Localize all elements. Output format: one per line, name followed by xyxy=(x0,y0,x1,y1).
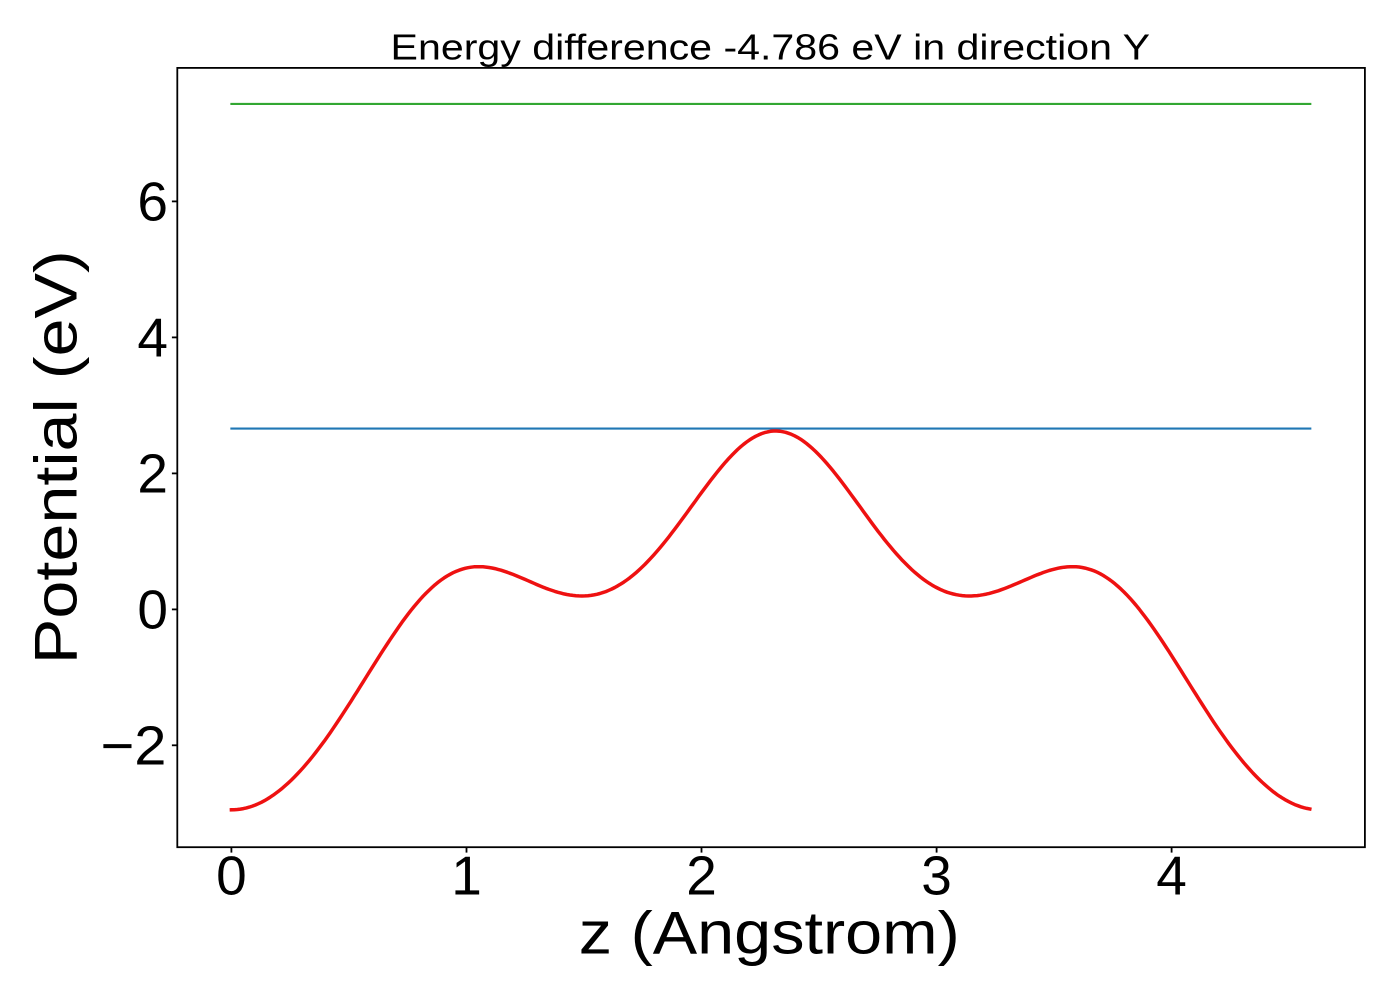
svg-text:4: 4 xyxy=(137,306,168,368)
svg-text:2: 2 xyxy=(137,442,168,504)
svg-text:6: 6 xyxy=(137,170,168,232)
svg-text:−2: −2 xyxy=(101,714,167,776)
svg-text:0: 0 xyxy=(216,845,247,907)
svg-text:0: 0 xyxy=(137,578,168,640)
svg-text:z (Angstrom): z (Angstrom) xyxy=(579,899,960,967)
svg-text:4: 4 xyxy=(1156,845,1187,907)
svg-text:3: 3 xyxy=(921,845,952,907)
svg-text:2: 2 xyxy=(686,845,717,907)
svg-text:Potential (eV): Potential (eV) xyxy=(22,250,90,664)
svg-text:1: 1 xyxy=(451,845,482,907)
svg-text:Energy difference -4.786 eV in: Energy difference -4.786 eV in direction… xyxy=(391,27,1151,68)
